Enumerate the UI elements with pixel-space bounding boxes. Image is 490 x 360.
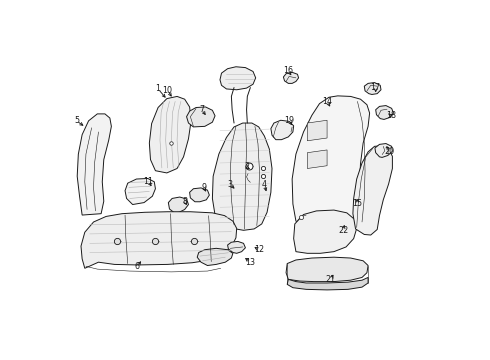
- Text: 4: 4: [262, 180, 267, 189]
- Text: 13: 13: [245, 258, 255, 267]
- Polygon shape: [271, 120, 294, 140]
- Polygon shape: [286, 257, 368, 282]
- Polygon shape: [169, 197, 189, 213]
- Text: 11: 11: [144, 177, 153, 186]
- Polygon shape: [307, 150, 327, 168]
- Polygon shape: [187, 107, 215, 127]
- Text: 20: 20: [385, 147, 395, 156]
- Text: 8: 8: [182, 197, 187, 206]
- Text: 5: 5: [74, 116, 79, 125]
- Text: 16: 16: [283, 66, 294, 75]
- Polygon shape: [307, 120, 327, 141]
- Polygon shape: [353, 146, 392, 235]
- Polygon shape: [149, 96, 191, 173]
- Polygon shape: [125, 179, 155, 204]
- Polygon shape: [283, 72, 298, 84]
- Text: 6: 6: [135, 262, 140, 271]
- Text: 1: 1: [156, 85, 161, 94]
- Polygon shape: [212, 123, 272, 230]
- Polygon shape: [220, 67, 256, 90]
- Polygon shape: [197, 248, 233, 266]
- Polygon shape: [77, 114, 111, 215]
- Polygon shape: [81, 212, 237, 268]
- Polygon shape: [292, 96, 369, 231]
- Polygon shape: [190, 188, 209, 202]
- Text: 17: 17: [370, 83, 381, 92]
- Text: 21: 21: [326, 275, 336, 284]
- Text: 10: 10: [163, 86, 172, 95]
- Text: 2: 2: [244, 162, 249, 171]
- Text: 7: 7: [199, 105, 204, 114]
- Polygon shape: [294, 210, 357, 253]
- Text: 9: 9: [201, 183, 206, 192]
- Text: 12: 12: [254, 245, 264, 254]
- Text: 18: 18: [386, 111, 396, 120]
- Text: 14: 14: [322, 97, 332, 106]
- Text: 15: 15: [352, 199, 363, 208]
- Polygon shape: [376, 105, 393, 120]
- Polygon shape: [287, 278, 368, 290]
- Polygon shape: [375, 144, 392, 157]
- Text: 3: 3: [228, 180, 233, 189]
- Polygon shape: [227, 242, 245, 253]
- Text: 22: 22: [338, 226, 348, 235]
- Polygon shape: [364, 82, 381, 94]
- Text: 19: 19: [284, 116, 294, 125]
